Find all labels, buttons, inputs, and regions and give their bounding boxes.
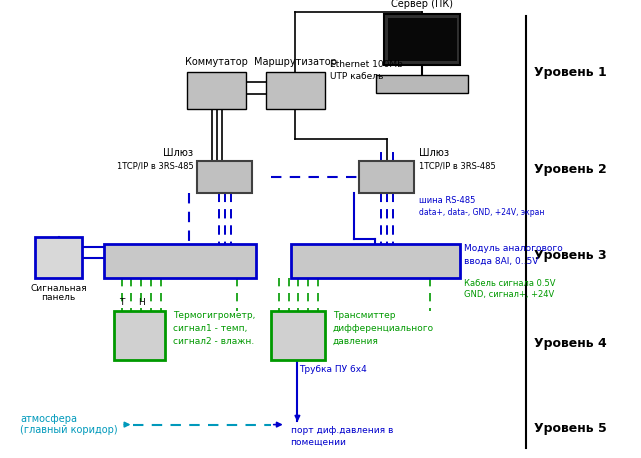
Text: дифференциального: дифференциального [333,324,434,333]
Text: Трубка ПУ 6х4: Трубка ПУ 6х4 [299,365,367,374]
Text: data+, data-, GND, +24V, экран: data+, data-, GND, +24V, экран [419,208,545,217]
Text: Уровень 1: Уровень 1 [534,66,607,79]
Bar [388,18,456,61]
Bar [360,161,414,193]
Text: H: H [138,298,145,307]
Text: (главный коридор): (главный коридор) [21,425,118,436]
Text: Уровень 4: Уровень 4 [534,337,607,349]
Text: Термогигрометр,: Термогигрометр, [172,311,255,320]
Text: ввода 8AI, 0..5V: ввода 8AI, 0..5V [465,257,539,266]
Bar [266,72,325,109]
Bar [104,244,256,278]
Text: давления: давления [333,337,379,346]
Bar [113,311,165,360]
Text: помещении: помещении [290,438,346,447]
Text: Шлюз: Шлюз [419,148,449,158]
Bar [376,75,469,93]
Text: сигнал1 - темп,: сигнал1 - темп, [172,324,247,333]
Text: Сигнальная: Сигнальная [30,284,87,293]
Text: шина RS-485: шина RS-485 [419,196,476,205]
Text: атмосфера: атмосфера [21,414,78,424]
Bar [35,237,82,278]
Text: порт диф.давления в: порт диф.давления в [290,426,393,435]
Text: Шлюз: Шлюз [163,148,194,158]
Text: Ethernet 100Mb: Ethernet 100Mb [330,60,403,69]
Text: Маршрутизатор: Маршрутизатор [254,57,337,67]
Text: Трансмиттер: Трансмиттер [333,311,395,320]
Text: Уровень 2: Уровень 2 [534,163,607,176]
Text: Уровень 3: Уровень 3 [534,249,607,262]
Text: Коммутатор: Коммутатор [185,57,248,67]
Text: Сервер (ПК): Сервер (ПК) [391,0,453,9]
Text: Модуль аналогового: Модуль аналогового [465,244,563,253]
Text: Кабель сигнала 0.5V: Кабель сигнала 0.5V [465,278,556,288]
Text: GND, сигнал+, +24V: GND, сигнал+, +24V [465,290,554,300]
Text: UTP кабель: UTP кабель [330,72,383,82]
Bar [290,244,460,278]
Bar [197,161,252,193]
Text: Уровень 5: Уровень 5 [534,422,607,435]
Text: сигнал2 - влажн.: сигнал2 - влажн. [172,337,254,346]
Text: панель: панель [42,294,76,302]
Text: 1TCP/IP в 3RS-485: 1TCP/IP в 3RS-485 [419,162,496,171]
Text: 1TCP/IP в 3RS-485: 1TCP/IP в 3RS-485 [117,162,194,171]
Bar [271,311,325,360]
Text: T: T [119,298,124,307]
Bar [187,72,246,109]
Bar [384,14,460,65]
